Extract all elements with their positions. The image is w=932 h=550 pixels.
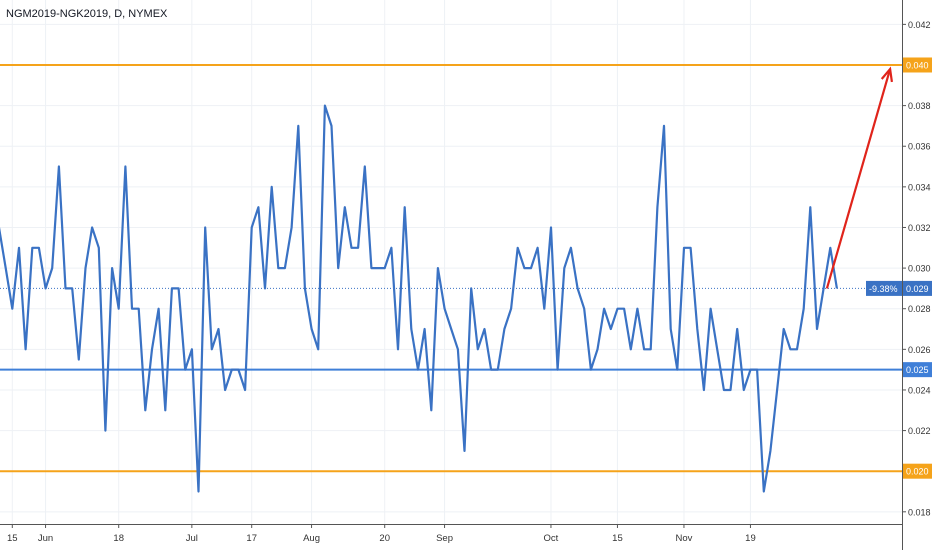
chart-grid [0, 0, 902, 524]
level-label: 0.025 [906, 365, 929, 375]
last-price-label: 0.029 [906, 284, 929, 294]
y-tick-label: 0.042 [908, 20, 931, 30]
level-label: 0.040 [906, 60, 929, 70]
projection-arrow[interactable] [825, 66, 893, 289]
y-tick-label: 0.030 [908, 264, 931, 274]
x-tick-label: Jul [186, 533, 198, 544]
level-label-background [903, 362, 932, 378]
level-label-background [903, 57, 932, 73]
x-tick-label: Nov [675, 533, 692, 544]
x-tick-label: 15 [7, 533, 18, 544]
x-tick-label: 19 [745, 533, 756, 544]
x-tick-label: 17 [246, 533, 257, 544]
time-axis[interactable]: 15 Jun 18 Jul 17 Aug 20 Sep Oct 15 Nov 19 [0, 524, 902, 550]
x-tick-label: Oct [544, 533, 559, 544]
x-tick-label: Jun [38, 533, 53, 544]
x-tick-label: Sep [436, 533, 453, 544]
level-label: 0.020 [906, 467, 929, 477]
x-tick-label: 15 [612, 533, 623, 544]
y-tick-label: 0.024 [908, 385, 931, 395]
spread-series-line [0, 104, 838, 493]
x-tick-label: Aug [303, 533, 320, 544]
y-tick-label: 0.026 [908, 345, 931, 355]
price-axis-background [902, 0, 932, 550]
y-tick-label: 0.022 [908, 426, 931, 436]
price-axis-labels: 0.040 0.025 0.020 0.029 -9.38% [866, 57, 932, 479]
y-tick-label: 0.018 [908, 507, 931, 517]
price-axis[interactable]: 0.042 0.038 0.036 0.034 0.032 0.030 0.028 0.026… [902, 0, 932, 550]
y-tick-label: 0.038 [908, 101, 931, 111]
x-tick-label: 18 [113, 533, 124, 544]
arrow-shaft [825, 68, 892, 289]
y-tick-label: 0.032 [908, 223, 931, 233]
time-axis-background [0, 524, 902, 550]
arrow-head-icon [880, 66, 893, 83]
level-label-background [903, 463, 932, 479]
y-tick-label: 0.036 [908, 142, 931, 152]
symbol-title: NGM2019-NGK2019, D, NYMEX [6, 8, 168, 20]
last-price-label-background [903, 280, 932, 296]
change-badge-background [866, 280, 902, 296]
y-tick-label: 0.034 [908, 182, 931, 192]
x-tick-label: 20 [379, 533, 390, 544]
y-tick-label: 0.028 [908, 304, 931, 314]
change-badge: -9.38% [869, 284, 898, 294]
